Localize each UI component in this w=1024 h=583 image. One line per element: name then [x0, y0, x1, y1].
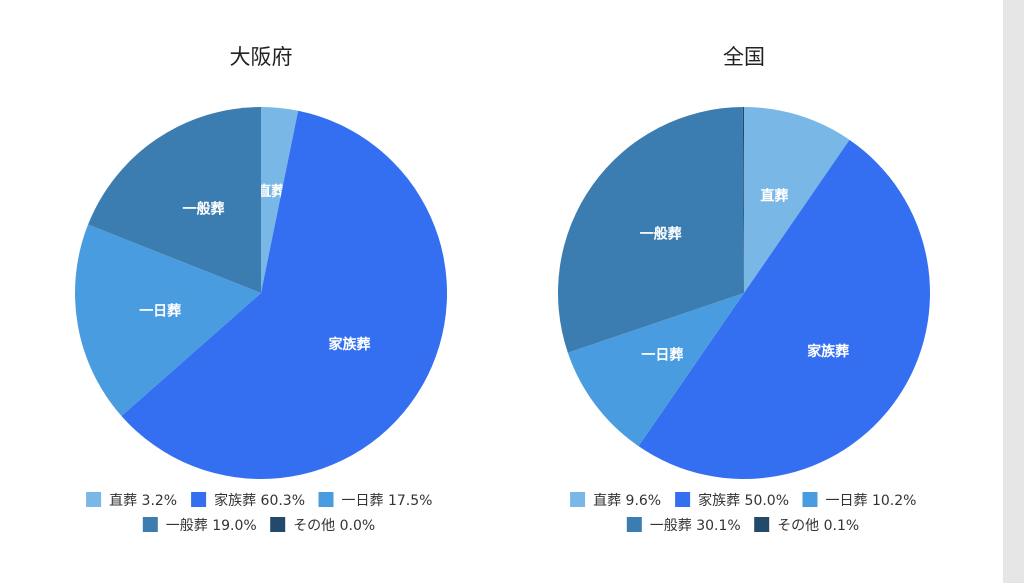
legend-label: 直葬 9.6% — [593, 492, 661, 509]
legend-label: 直葬 3.2% — [109, 492, 177, 509]
right-edge-strip — [1003, 0, 1024, 583]
legend-swatch — [802, 492, 818, 507]
legend-label: 一般葬 30.1% — [650, 518, 741, 534]
legend-item[interactable]: 家族葬 50.0% — [675, 492, 789, 509]
slice-label: 一般葬 — [183, 200, 225, 217]
pie-slice-4[interactable] — [88, 106, 261, 293]
legend-label: 一般葬 19.0% — [166, 518, 257, 534]
legend-swatch — [142, 517, 158, 532]
legend-swatch — [570, 492, 586, 507]
slice-label: 直葬 — [760, 187, 788, 204]
pie-slice-1[interactable] — [744, 107, 850, 293]
slice-label: 家族葬 — [329, 336, 371, 353]
legend-label: その他 0.0% — [293, 518, 375, 534]
legend-item[interactable]: 一日葬 10.2% — [802, 492, 917, 509]
pie-slice-2[interactable] — [638, 139, 931, 480]
legend-item[interactable]: 一日葬 17.5% — [318, 492, 433, 509]
slice-label: 一日葬 — [641, 347, 683, 364]
pie-slice-1[interactable] — [261, 107, 299, 293]
legend-label: 家族葬 60.3% — [214, 492, 305, 509]
legend-item[interactable]: 直葬 9.6% — [570, 492, 661, 509]
pie-slice-2[interactable] — [121, 110, 448, 480]
legend-swatch — [626, 517, 642, 532]
legend-label: 家族葬 50.0% — [698, 492, 789, 509]
legend-swatch — [754, 517, 770, 532]
pie-slice-3[interactable] — [567, 293, 744, 447]
legend-label: その他 0.1% — [777, 518, 859, 534]
slice-label: 一日葬 — [139, 303, 181, 320]
slice-label: 一般葬 — [640, 226, 682, 243]
chart-title: 大阪府 — [230, 45, 293, 69]
pie-slice-3[interactable] — [75, 224, 262, 416]
legend-swatch — [191, 492, 207, 507]
legend-item[interactable]: その他 0.1% — [754, 517, 859, 534]
legend-item[interactable]: 一般葬 30.1% — [626, 517, 741, 534]
legend-label: 一日葬 17.5% — [342, 493, 433, 509]
legend-swatch — [270, 517, 286, 532]
pie-slice-4[interactable] — [557, 107, 744, 353]
legend-swatch — [675, 492, 691, 507]
chart-title: 全国 — [723, 45, 765, 69]
legend-item[interactable]: 家族葬 60.3% — [191, 492, 305, 509]
slice-label: 家族葬 — [807, 343, 849, 360]
legend-item[interactable]: 直葬 3.2% — [86, 492, 177, 509]
legend-swatch — [86, 492, 102, 507]
slice-label: 直葬 — [257, 183, 285, 200]
legend-item[interactable]: その他 0.0% — [270, 517, 375, 534]
legend-swatch — [318, 492, 334, 507]
legend-label: 一日葬 10.2% — [826, 493, 917, 509]
legend-item[interactable]: 一般葬 19.0% — [142, 517, 257, 534]
pie-slice-5[interactable] — [742, 106, 744, 293]
